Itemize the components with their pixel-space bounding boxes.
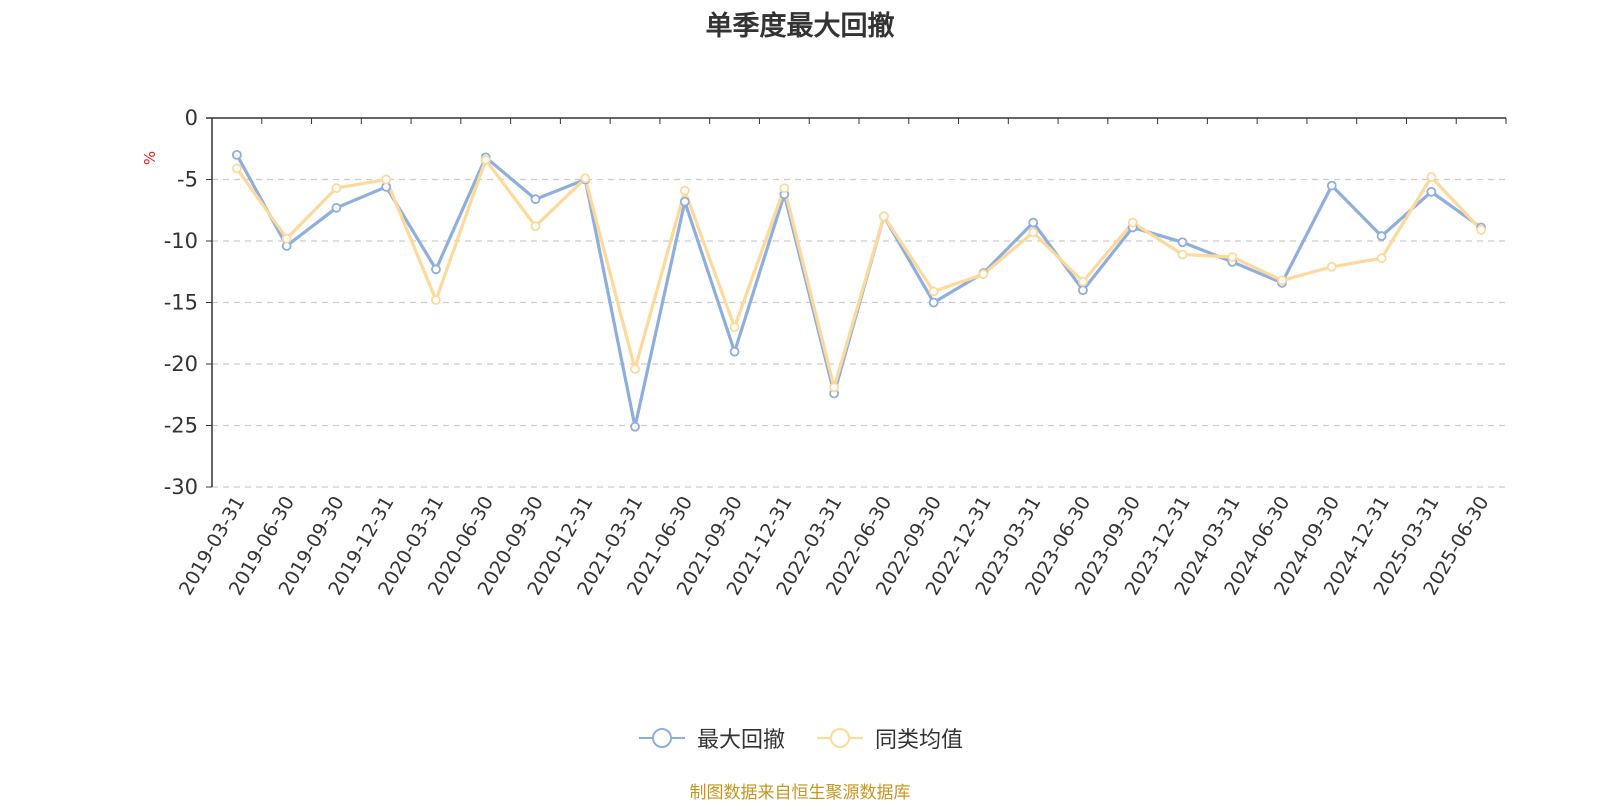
legend: 最大回撤 同类均值 <box>0 722 1600 754</box>
y-tick-label: -20 <box>164 352 198 376</box>
y-tick-label: 0 <box>185 106 198 130</box>
data-point-0 <box>530 194 541 205</box>
data-point-0 <box>1326 180 1337 191</box>
legend-label: 同类均值 <box>875 728 964 753</box>
data-point-1 <box>580 173 591 184</box>
legend-line-circle-icon <box>817 728 863 748</box>
chart-title: 单季度最大回撤 <box>705 11 895 42</box>
data-point-1 <box>231 163 242 174</box>
data-point-1 <box>829 382 840 393</box>
legend-line-circle-icon <box>638 728 685 748</box>
data-point-1 <box>1028 227 1039 238</box>
y-axis-unit-label: % <box>141 151 159 165</box>
axes <box>206 117 1507 488</box>
data-point-1 <box>281 233 292 244</box>
data-source-note: 制图数据来自恒生聚源数据库 <box>689 783 911 803</box>
data-point-0 <box>679 196 690 207</box>
data-point-1 <box>1127 217 1138 228</box>
grid-lines <box>212 178 1506 488</box>
data-point-0 <box>1177 237 1188 248</box>
y-tick-label: -15 <box>164 291 198 315</box>
data-point-1 <box>1326 261 1337 272</box>
data-point-0 <box>331 202 342 213</box>
data-point-0 <box>1028 217 1039 228</box>
data-point-0 <box>928 297 939 308</box>
data-point-1 <box>480 154 491 165</box>
legend-item-peer-average[interactable]: 同类均值 <box>815 722 963 754</box>
series-line-1 <box>235 158 1483 389</box>
data-point-1 <box>779 183 790 194</box>
data-point-1 <box>1227 252 1238 262</box>
data-point-1 <box>630 364 640 374</box>
data-point-1 <box>381 174 392 185</box>
data-point-1 <box>978 269 989 280</box>
legend-label: 最大回撤 <box>696 728 785 753</box>
data-point-1 <box>1376 253 1387 264</box>
data-point-1 <box>1426 172 1437 182</box>
data-point-1 <box>331 183 342 194</box>
data-point-1 <box>1177 249 1188 260</box>
data-point-1 <box>878 211 889 222</box>
data-point-1 <box>928 286 939 297</box>
data-point-0 <box>1078 285 1088 296</box>
series-line-0 <box>235 154 1483 429</box>
data-point-1 <box>1078 276 1088 287</box>
data-point-1 <box>530 221 541 232</box>
data-point-1 <box>679 185 690 196</box>
data-point-0 <box>431 264 441 275</box>
data-point-0 <box>1426 186 1437 197</box>
series-lines <box>231 149 1487 432</box>
y-tick-label: -10 <box>164 229 198 253</box>
y-tick-label: -25 <box>164 414 198 438</box>
data-point-1 <box>1277 275 1287 286</box>
data-point-0 <box>630 421 640 432</box>
y-tick-label: -5 <box>177 168 198 192</box>
data-point-0 <box>1376 231 1387 241</box>
data-point-1 <box>1476 225 1487 235</box>
data-point-0 <box>729 346 740 357</box>
data-point-0 <box>231 149 242 160</box>
data-point-1 <box>431 295 441 305</box>
y-tick-label: -30 <box>164 475 198 499</box>
legend-item-max-drawdown[interactable]: 最大回撤 <box>637 722 785 754</box>
data-point-1 <box>729 322 740 333</box>
